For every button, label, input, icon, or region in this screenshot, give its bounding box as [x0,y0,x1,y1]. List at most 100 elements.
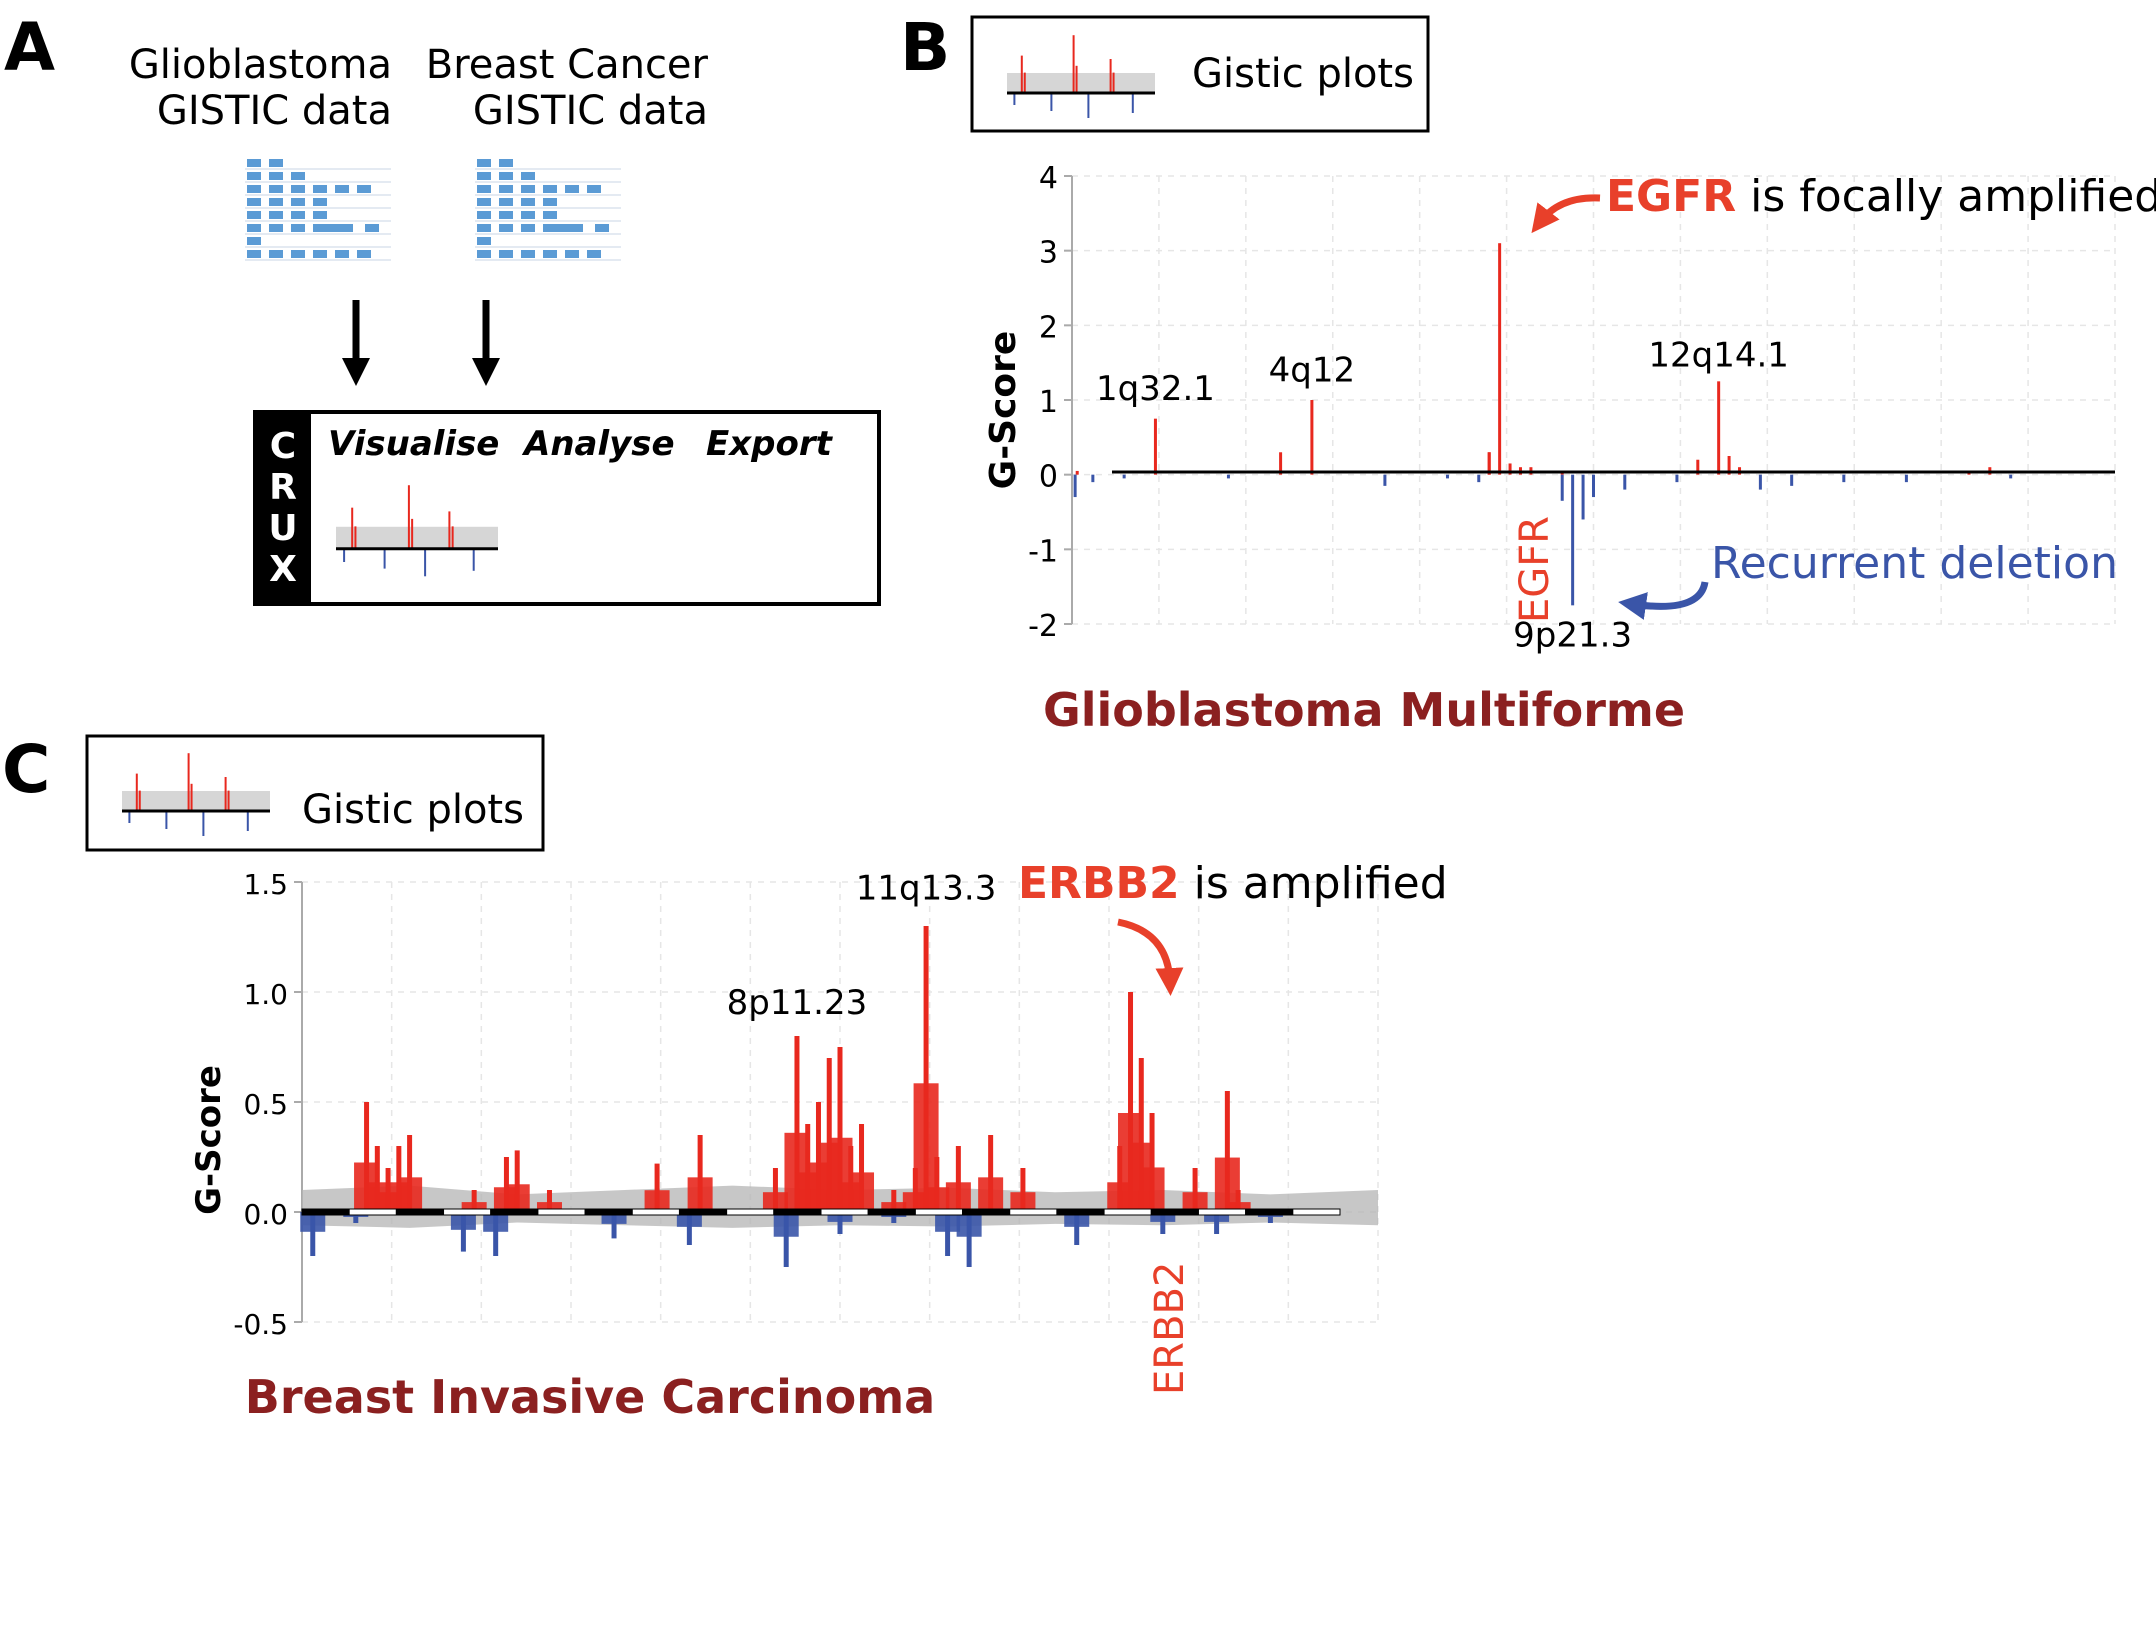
deletion-shoulder [1204,1212,1230,1222]
deletion-shoulder [827,1212,853,1222]
chromosome-segment [726,1208,775,1216]
table-cell [477,185,491,193]
deletion-peak [310,1212,316,1256]
amplification-peak [891,1190,897,1212]
table-cell [291,198,305,206]
amplification-peak [471,1190,477,1212]
chromosome-segment [867,1208,916,1216]
amplification-peak [1508,463,1512,475]
gbm-chart-title: Glioblastoma Multiforme [1043,683,1685,737]
table-cell [247,185,261,193]
glioblastoma-table-icon [245,159,391,261]
amplification-peak [923,926,929,1212]
menu-export[interactable]: Export [706,424,834,464]
deletion-peak [493,1212,499,1256]
deletion-shoulder [450,1212,476,1230]
amplification-peak [1235,1190,1241,1212]
deletion-peak [1214,1212,1220,1234]
peak-annotation: 4q12 [1269,350,1355,390]
brca-annotations: 11q13.3 8p11.23 [727,869,997,1023]
amplification-peak [859,1124,865,1212]
table-cell [269,198,283,206]
table-cell [477,237,491,245]
table-cell [543,198,557,206]
table-cell [247,159,261,167]
amplification-peak [374,1146,380,1212]
chromosome-segment [443,1208,492,1216]
table-cell [291,172,305,180]
breast-source-label: Breast Cancer [426,42,709,88]
crux-logo-letter-r: R [269,467,297,508]
amplification-peak [1717,381,1721,475]
amplification-peak [934,1157,940,1212]
amplification-peak [1020,1168,1026,1212]
chromosome-segment [1197,1208,1247,1216]
chromosome-segment [914,1208,964,1216]
chromosome-segment [537,1208,586,1216]
amplification-shoulder [1010,1192,1036,1212]
table-cell [335,185,349,193]
deletion-peak [1560,474,1564,501]
menu-analyse[interactable]: Analyse [521,424,675,464]
table-cell [313,224,353,232]
crux-window-frame [253,410,881,606]
deletion-peak [1790,474,1794,486]
deletion-peak [1477,474,1481,483]
table-cell [247,172,261,180]
deletion-callout-arrow [1618,581,1709,620]
table-cell [587,250,601,258]
table-cell [247,198,261,206]
gbm-y-axis: 4 3 2 1 0 -1 -2 [1028,161,1073,644]
table-cell [269,211,283,219]
amplification-peak [697,1135,703,1212]
amplification-peak [1128,992,1134,1212]
erbb2-callout-arrow [1117,918,1184,996]
deletion-shoulder [773,1212,799,1237]
table-cell [269,250,283,258]
chromosome-segment [1056,1208,1105,1216]
menu-visualise[interactable]: Visualise [328,424,499,464]
peak-annotation: 12q14.1 [1648,335,1789,375]
table-cell [291,224,305,232]
table-cell [313,211,327,219]
table-cell [313,250,327,258]
brca-chromosome-bar [301,1208,1341,1216]
panel-b-gistic-thumbnail [1007,35,1155,118]
table-cell [521,172,535,180]
amplification-peak [1153,418,1157,475]
deletion-peak [1758,474,1762,490]
table-cell [499,211,513,219]
table-cell [499,185,513,193]
table-cell [499,159,513,167]
table-cell [595,224,609,232]
crux-logo-letter-x: X [269,549,297,590]
deletion-peak [966,1212,972,1267]
table-cell [269,172,283,180]
panel-c-gistic-plots-label: Gistic plots [302,787,524,833]
chromosome-segment [301,1208,350,1216]
chromosome-segment [1103,1208,1152,1216]
crux-gistic-thumbnail [336,485,498,577]
panel-c-gistic-thumbnail [122,753,270,836]
deletion-peak [1623,474,1627,490]
deletion-peak [353,1212,359,1223]
amplification-peak [514,1150,520,1212]
table-cell [357,250,371,258]
deletion-peak [1122,474,1126,479]
amplification-shoulder [762,1192,788,1212]
deletion-peak [460,1212,466,1252]
chromosome-segment [1292,1208,1341,1216]
chromosome-segment [490,1208,539,1216]
y-tick-label: 1 [1039,385,1058,420]
breast-source-sublabel: GISTIC data [473,88,708,134]
panel-c-letter: C [2,731,50,808]
amplification-shoulder [644,1190,670,1212]
deletion-peak [837,1212,843,1234]
table-cell [565,185,579,193]
table-cell [247,250,261,258]
amplification-shoulder [1182,1192,1208,1212]
amplification-peak [407,1135,413,1212]
deletion-peak [611,1212,617,1239]
table-cell [477,250,491,258]
table-cell [499,224,513,232]
